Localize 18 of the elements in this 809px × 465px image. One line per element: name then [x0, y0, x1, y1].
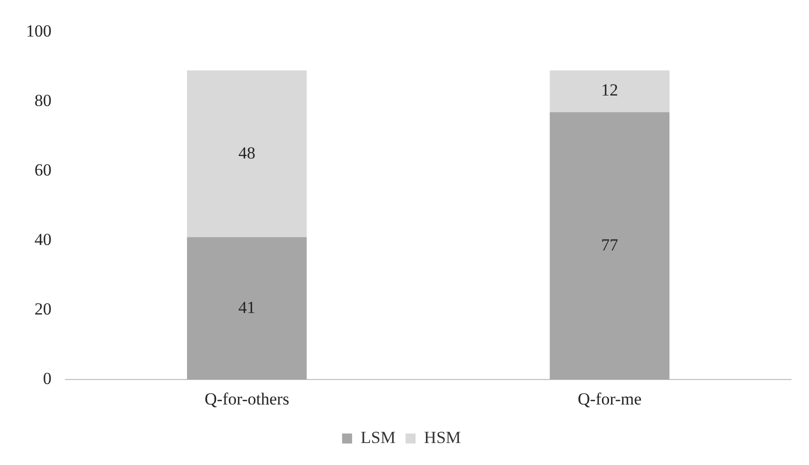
bar — [187, 70, 307, 238]
y-tick-label: 60 — [34, 160, 52, 180]
y-tick-label: 40 — [34, 230, 52, 250]
x-tick-label: Q-for-others — [204, 389, 290, 408]
y-tick-label: 100 — [26, 22, 52, 41]
legend-label: LSM — [360, 428, 396, 447]
y-tick-label: 80 — [34, 91, 52, 110]
data-label: 41 — [238, 298, 256, 317]
x-tick-label: Q-for-me — [578, 389, 642, 408]
bar — [550, 112, 670, 380]
bar — [187, 237, 307, 380]
data-label: 48 — [238, 143, 256, 162]
bar — [550, 70, 670, 112]
data-label: 77 — [601, 235, 619, 254]
legend-label: HSM — [424, 428, 461, 447]
data-label: 12 — [601, 80, 618, 100]
y-tick-label: 20 — [34, 300, 52, 319]
y-tick-label: 0 — [43, 369, 52, 388]
